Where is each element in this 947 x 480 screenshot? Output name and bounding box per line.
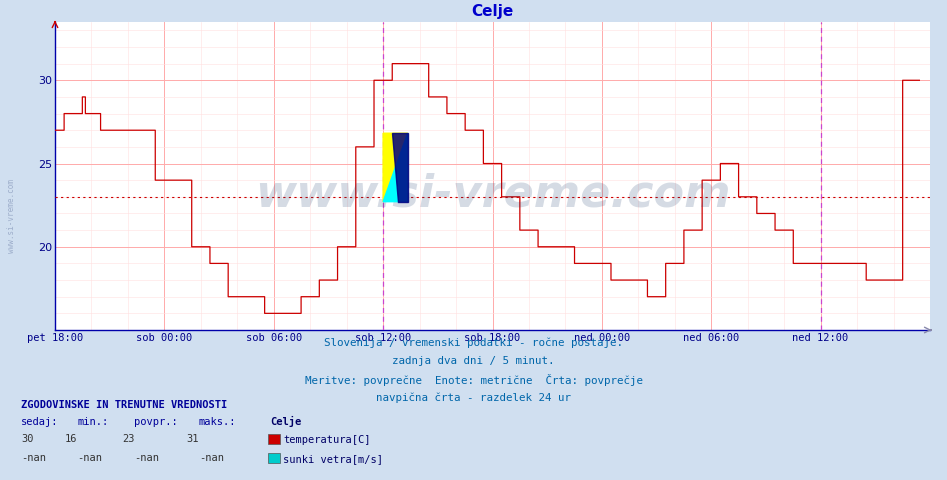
Text: sunki vetra[m/s]: sunki vetra[m/s]	[283, 454, 384, 464]
Text: 23: 23	[122, 434, 134, 444]
Text: -nan: -nan	[78, 453, 102, 463]
Polygon shape	[384, 133, 407, 202]
Text: www.si-vreme.com: www.si-vreme.com	[7, 179, 16, 253]
Text: temperatura[C]: temperatura[C]	[283, 434, 370, 444]
Text: maks.:: maks.:	[199, 417, 237, 427]
Text: www.si-vreme.com: www.si-vreme.com	[255, 173, 730, 216]
Text: povpr.:: povpr.:	[134, 417, 178, 427]
Text: navpična črta - razdelek 24 ur: navpična črta - razdelek 24 ur	[376, 393, 571, 403]
Text: Celje: Celje	[270, 416, 301, 427]
Text: ZGODOVINSKE IN TRENUTNE VREDNOSTI: ZGODOVINSKE IN TRENUTNE VREDNOSTI	[21, 400, 227, 410]
Text: Slovenija / vremenski podatki - ročne postaje.: Slovenija / vremenski podatki - ročne po…	[324, 338, 623, 348]
Text: 31: 31	[187, 434, 199, 444]
Text: 30: 30	[21, 434, 33, 444]
Text: min.:: min.:	[78, 417, 109, 427]
Title: Celje: Celje	[472, 4, 513, 20]
Polygon shape	[384, 133, 407, 202]
Text: -nan: -nan	[21, 453, 45, 463]
Text: -nan: -nan	[199, 453, 223, 463]
Text: -nan: -nan	[134, 453, 159, 463]
Polygon shape	[392, 133, 407, 202]
Text: sedaj:: sedaj:	[21, 417, 59, 427]
Text: zadnja dva dni / 5 minut.: zadnja dva dni / 5 minut.	[392, 356, 555, 366]
Text: Meritve: povprečne  Enote: metrične  Črta: povprečje: Meritve: povprečne Enote: metrične Črta:…	[305, 374, 642, 386]
Text: 16: 16	[65, 434, 78, 444]
